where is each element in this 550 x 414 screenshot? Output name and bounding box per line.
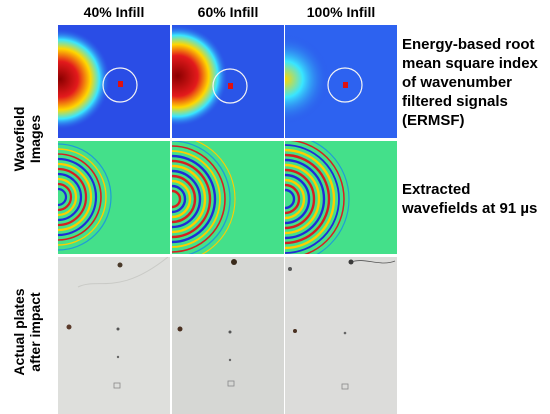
wavefield-image-60 [172,141,284,254]
ermsf-line-1: Energy-based root [402,36,535,53]
ermsf-image-60 [172,25,284,138]
column-header-60: 60% Infill [197,4,259,20]
column-header-40: 40% Infill [83,4,145,20]
ermsf-line-3: of wavenumber [402,74,513,91]
ermsf-line-5: (ERMSF) [402,112,465,129]
plate-photo-100 [285,257,397,414]
column-header-100: 100% Infill [306,4,376,20]
ermsf-image-40 [58,25,170,138]
row-label-wavefield: Wavefield Images [11,84,43,194]
ermsf-image-100 [285,25,397,138]
plate-photo-40 [58,257,170,414]
row-label-plates-line1: Actual plates [11,288,27,376]
wavefield-line-2: wavefields at 91 µs [402,200,538,217]
ermsf-description: Energy-based root mean square index of w… [402,35,538,130]
row-label-wavefield-line2: Images [27,114,43,164]
plate-photo-60 [172,257,284,414]
wavefield-description: Extracted wavefields at 91 µs [402,180,537,218]
row-label-plates-line2: after impact [27,292,43,372]
wavefield-line-1: Extracted [402,181,471,198]
ermsf-line-4: filtered signals [402,93,508,110]
wavefield-image-100 [285,141,397,254]
ermsf-line-2: mean square index [402,55,538,72]
row-label-plates: Actual plates after impact [11,277,43,387]
wavefield-image-40 [58,141,170,254]
row-label-wavefield-line1: Wavefield [11,106,27,172]
